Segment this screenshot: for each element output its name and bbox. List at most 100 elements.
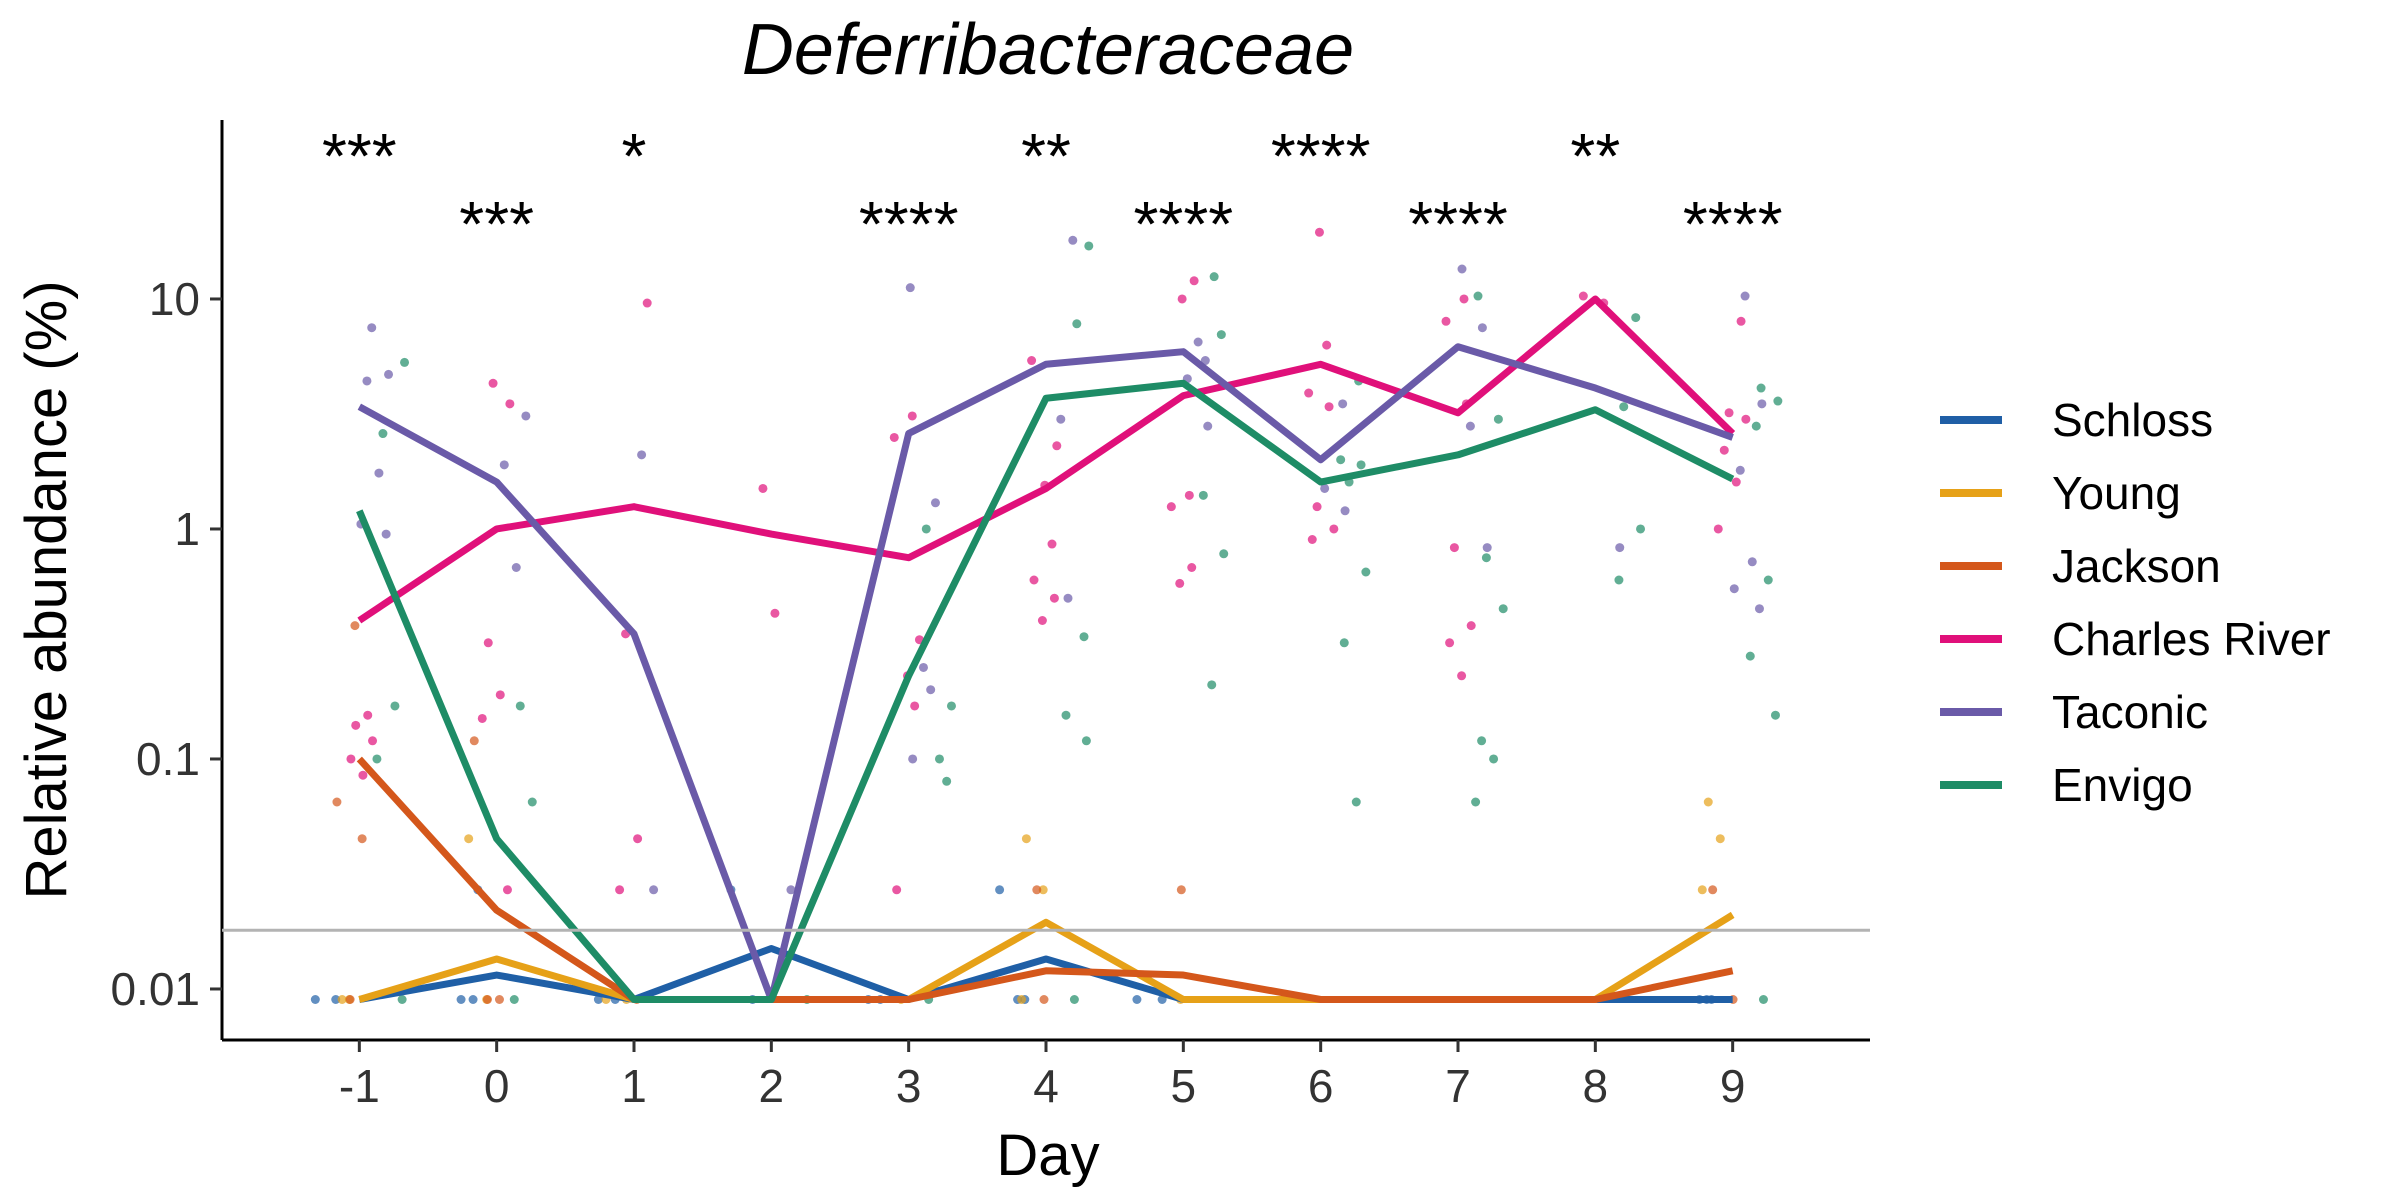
data-point bbox=[942, 776, 952, 786]
data-point bbox=[1175, 578, 1185, 588]
data-point bbox=[346, 754, 356, 764]
data-point bbox=[1741, 414, 1751, 424]
data-point bbox=[930, 498, 940, 508]
data-point bbox=[1477, 736, 1487, 746]
data-point bbox=[502, 885, 512, 895]
data-point bbox=[1758, 994, 1768, 1004]
data-point bbox=[1056, 414, 1066, 424]
data-point bbox=[1713, 524, 1723, 534]
data-point bbox=[1320, 483, 1330, 493]
data-point bbox=[1061, 710, 1071, 720]
data-point bbox=[483, 638, 493, 648]
data-point bbox=[1307, 534, 1317, 544]
data-point bbox=[1754, 604, 1764, 614]
data-point bbox=[1719, 445, 1729, 455]
data-point bbox=[889, 432, 899, 442]
data-point bbox=[1312, 502, 1322, 512]
data-point bbox=[1747, 557, 1757, 567]
data-point bbox=[372, 754, 382, 764]
significance-label: ** bbox=[1021, 120, 1071, 192]
legend-label: Young bbox=[2052, 467, 2181, 519]
data-point bbox=[1187, 562, 1197, 572]
data-point bbox=[1038, 885, 1048, 895]
data-point bbox=[1084, 241, 1094, 251]
x-tick-label: 4 bbox=[1033, 1060, 1059, 1112]
data-point bbox=[905, 283, 915, 293]
data-point bbox=[397, 994, 407, 1004]
significance-label: **** bbox=[1683, 188, 1783, 260]
data-point bbox=[1176, 885, 1186, 895]
data-point bbox=[1449, 543, 1459, 553]
data-point bbox=[770, 608, 780, 618]
data-point bbox=[1441, 316, 1451, 326]
data-point bbox=[1466, 621, 1476, 631]
data-point bbox=[1203, 421, 1213, 431]
data-point bbox=[381, 529, 391, 539]
x-tick-label: 8 bbox=[1583, 1060, 1609, 1112]
y-axis-title: Relative abundance (%) bbox=[14, 280, 79, 899]
data-point bbox=[477, 713, 487, 723]
data-point bbox=[331, 994, 341, 1004]
data-point bbox=[1736, 316, 1746, 326]
legend-label: Envigo bbox=[2052, 759, 2193, 811]
data-point bbox=[907, 411, 917, 421]
data-point bbox=[1459, 294, 1469, 304]
data-point bbox=[482, 994, 492, 1004]
data-point bbox=[1069, 994, 1079, 1004]
x-tick-label: 6 bbox=[1308, 1060, 1334, 1112]
data-point bbox=[363, 710, 373, 720]
data-point bbox=[1703, 797, 1713, 807]
data-point bbox=[378, 429, 388, 439]
x-tick-label: -1 bbox=[339, 1060, 380, 1112]
data-point bbox=[1361, 567, 1371, 577]
series-lines bbox=[356, 295, 1736, 1003]
y-tick-label: 0.1 bbox=[136, 733, 200, 785]
data-point bbox=[1482, 543, 1492, 553]
data-point bbox=[1039, 994, 1049, 1004]
data-point bbox=[918, 662, 928, 672]
data-point bbox=[1756, 383, 1766, 393]
data-point bbox=[521, 411, 531, 421]
data-point bbox=[1184, 490, 1194, 500]
data-point bbox=[469, 736, 479, 746]
data-point bbox=[995, 885, 1005, 895]
data-point bbox=[527, 797, 537, 807]
series-line bbox=[356, 756, 1734, 1003]
data-point bbox=[1473, 291, 1483, 301]
data-point bbox=[362, 376, 372, 386]
data-point bbox=[1029, 575, 1039, 585]
data-point bbox=[1047, 539, 1057, 549]
data-point bbox=[1207, 680, 1217, 690]
data-point bbox=[1481, 553, 1491, 563]
data-point bbox=[1209, 272, 1219, 282]
significance-label: **** bbox=[1271, 120, 1371, 192]
data-point bbox=[1166, 502, 1176, 512]
data-point bbox=[367, 323, 377, 333]
data-point bbox=[910, 701, 920, 711]
data-point bbox=[1457, 264, 1467, 274]
y-tick-label: 0.01 bbox=[110, 963, 200, 1015]
data-point bbox=[1314, 227, 1324, 237]
data-point bbox=[1708, 885, 1718, 895]
data-point bbox=[1322, 340, 1332, 350]
data-point bbox=[505, 399, 515, 409]
data-point bbox=[1219, 549, 1229, 559]
data-point bbox=[400, 357, 410, 367]
data-point bbox=[1177, 294, 1187, 304]
data-point bbox=[1052, 441, 1062, 451]
significance-label: **** bbox=[1134, 188, 1234, 260]
data-point bbox=[1032, 885, 1042, 895]
data-point bbox=[499, 460, 509, 470]
data-point bbox=[464, 834, 474, 844]
data-point bbox=[351, 720, 361, 730]
data-point bbox=[1631, 313, 1641, 323]
significance-labels: ******************************* bbox=[322, 120, 1783, 260]
legend-label: Charles River bbox=[2052, 613, 2331, 665]
series-line bbox=[357, 343, 1734, 1003]
data-point bbox=[926, 685, 936, 695]
data-point bbox=[1770, 710, 1780, 720]
data-point bbox=[1489, 754, 1499, 764]
data-point bbox=[1017, 994, 1027, 1004]
data-point bbox=[1198, 490, 1208, 500]
significance-label: * bbox=[622, 120, 647, 192]
